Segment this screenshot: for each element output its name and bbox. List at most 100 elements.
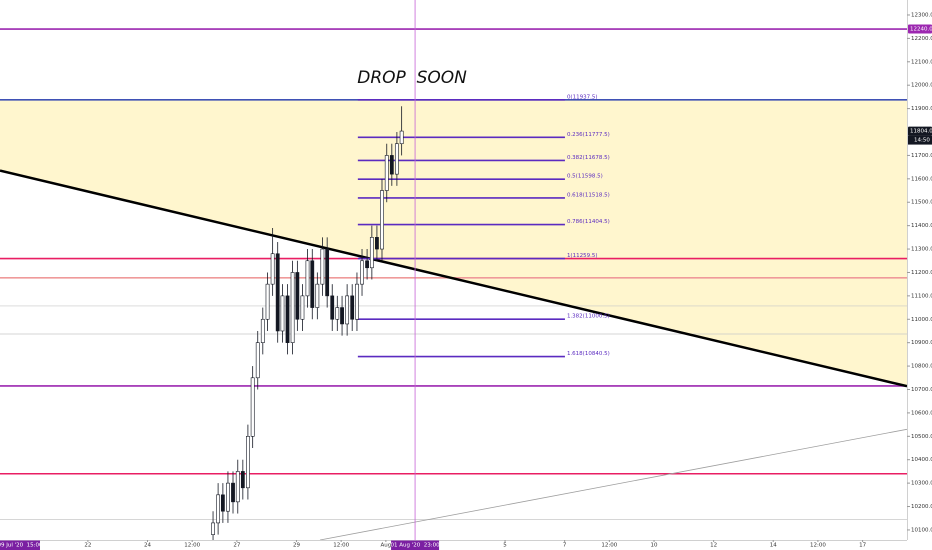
y-tick-label: 11000.0 <box>911 317 932 323</box>
plot-area: 0(11937.5) 0.236(11777.5) 0.382(11678.5) 0.… <box>0 0 907 540</box>
y-tick-label: 10200.0 <box>911 504 932 510</box>
y-tick-label: 10300.0 <box>911 481 932 487</box>
candle-body <box>290 272 295 343</box>
x-tick-label: 29 <box>293 543 300 549</box>
candle-body <box>305 260 310 297</box>
candle-body <box>255 342 260 379</box>
y-tick-label: 11600.0 <box>911 176 932 182</box>
fib-label: 0.786(11404.5) <box>567 219 610 225</box>
x-tick-label: 12 <box>710 543 717 549</box>
candle-body <box>260 318 265 343</box>
fib-label: 1.382(11000.5) <box>567 314 610 320</box>
fib-label: 0.618(11518.5) <box>567 192 610 198</box>
candle-body <box>325 248 330 297</box>
left-time-label: 09 Jul '20 15:00 <box>0 543 43 549</box>
candle-body <box>355 283 359 320</box>
candle-body <box>220 494 225 512</box>
x-tick-label: 5 <box>503 543 507 549</box>
countdown: 14:50 <box>914 138 930 144</box>
candle-body <box>300 295 305 320</box>
crosshair-time-box <box>391 540 440 550</box>
price-label: 12240.0 <box>910 27 932 33</box>
y-tick-label: 11100.0 <box>911 293 932 299</box>
candle-body <box>240 471 245 489</box>
candle-body <box>320 248 325 285</box>
candle-body <box>369 237 374 269</box>
y-tick-label: 10700.0 <box>911 387 932 393</box>
x-tick-label: 17 <box>859 543 866 549</box>
trendline <box>0 169 907 388</box>
candle-body <box>315 283 320 308</box>
x-tick-label: 12:00 <box>601 543 617 549</box>
candle-body <box>216 494 221 524</box>
candle-body <box>226 482 230 512</box>
price-zone <box>0 99 907 387</box>
x-tick-label: 12:00 <box>810 543 826 549</box>
fib-label: 0.5(11598.5) <box>567 174 603 180</box>
y-tick-label: 11300.0 <box>911 247 932 253</box>
candle-body <box>275 253 280 332</box>
y-tick-label: 10100.0 <box>911 527 932 533</box>
x-tick-label: 12:00 <box>333 543 349 549</box>
y-tick-label: 10400.0 <box>911 457 932 463</box>
x-tick-label: Aug <box>380 543 391 549</box>
y-tick-label: 12100.0 <box>911 59 932 65</box>
candle-body <box>280 295 285 332</box>
candle-body <box>350 295 355 320</box>
candle-body <box>265 283 270 320</box>
y-tick-label: 10900.0 <box>911 340 932 346</box>
price-label-box <box>908 24 932 34</box>
y-tick-label: 10800.0 <box>911 364 932 370</box>
fib-label: 0.382(11678.5) <box>567 155 610 161</box>
y-tick-label: 12300.0 <box>911 12 932 18</box>
y-tick-label: 11700.0 <box>911 153 932 159</box>
candle-body <box>330 295 335 320</box>
candle-body <box>384 155 389 191</box>
price-label: 11804.0 <box>910 129 932 135</box>
countdown-box <box>908 135 932 145</box>
candle-body <box>340 307 344 325</box>
fib-label: 1(11259.5) <box>567 253 598 259</box>
candle-body <box>235 471 240 503</box>
x-tick-label: 12:00 <box>184 543 200 549</box>
y-tick-label: 11500.0 <box>911 200 932 206</box>
y-tick-label: 12200.0 <box>911 36 932 42</box>
candle-body <box>335 307 340 320</box>
y-tick-label: 12000.0 <box>911 83 932 89</box>
candle-body <box>285 295 290 343</box>
y-tick-label: 11200.0 <box>911 270 932 276</box>
x-tick-label: 22 <box>84 543 91 549</box>
trendline <box>319 428 907 540</box>
crosshair-time-label: 01 Aug '20 23:00 <box>391 543 441 549</box>
candle-body <box>295 272 300 320</box>
candle-body <box>250 377 255 437</box>
y-tick-label: 10500.0 <box>911 434 932 440</box>
candle-body <box>365 260 369 269</box>
candle-body <box>270 253 275 285</box>
candle-body <box>375 237 379 250</box>
fib-label: 0.236(11777.5) <box>567 132 610 138</box>
fib-label: 1.618(10840.5) <box>567 351 610 357</box>
x-tick-label: 14 <box>770 543 777 549</box>
y-tick-label: 10600.0 <box>911 410 932 416</box>
candle-body <box>399 130 404 145</box>
fib-label: 0(11937.5) <box>567 94 598 100</box>
x-tick-label: 27 <box>233 543 240 549</box>
candle-body <box>389 155 394 175</box>
left-time-box <box>0 540 40 550</box>
x-tick-label: 24 <box>144 543 151 549</box>
candle-body <box>231 482 235 503</box>
price-label-box <box>908 126 932 136</box>
candle-body <box>394 143 399 175</box>
candle-body <box>310 260 315 308</box>
y-tick-label: 11900.0 <box>911 106 932 112</box>
annotation: DROP SOON <box>357 68 467 88</box>
candle-body <box>246 436 250 489</box>
y-tick-label: 11400.0 <box>911 223 932 229</box>
candle-body <box>345 295 350 325</box>
candle-body <box>211 522 215 535</box>
x-tick-label: 10 <box>651 543 658 549</box>
x-tick-label: 7 <box>563 543 567 549</box>
